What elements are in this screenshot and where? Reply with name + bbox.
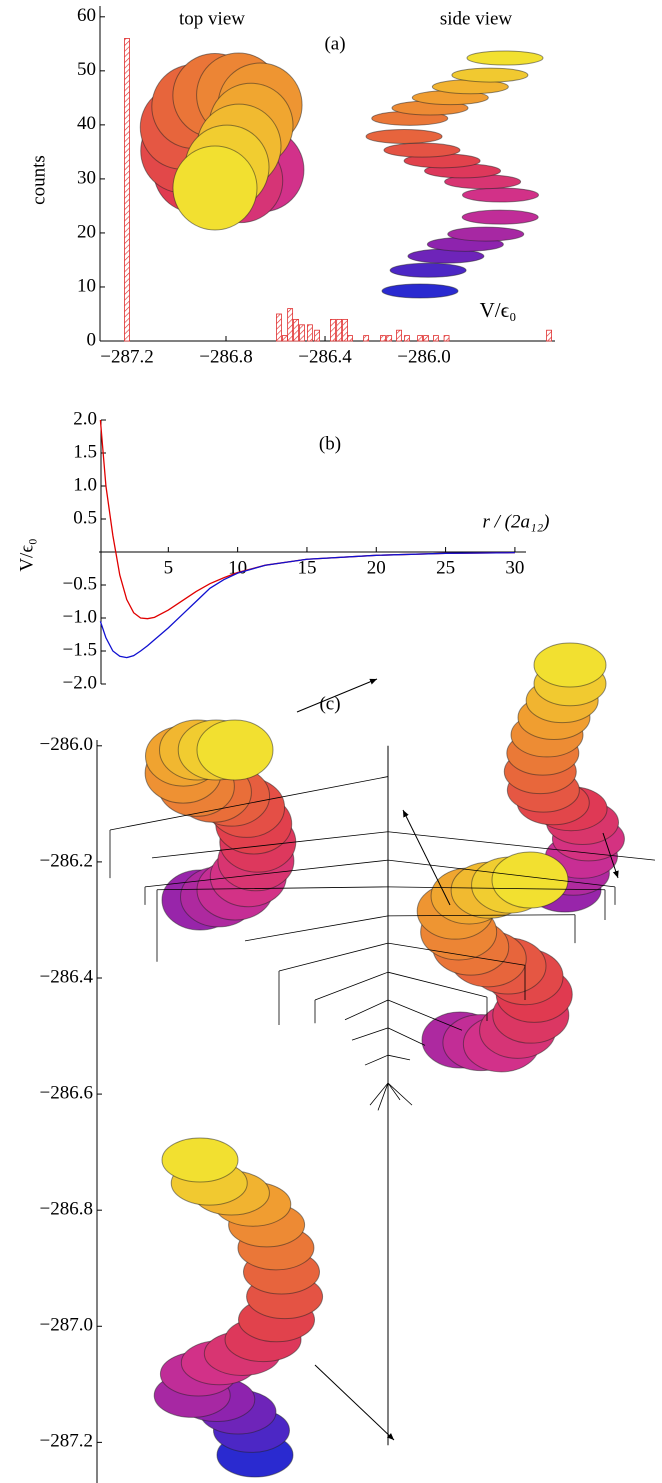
y-tick-label: −287.2	[40, 1431, 93, 1452]
branch	[245, 916, 388, 941]
y-tick-label: −0.5	[63, 573, 97, 594]
branch	[388, 1055, 410, 1060]
line	[100, 420, 515, 619]
y-tick-label: 60	[77, 5, 96, 26]
arrow	[403, 810, 450, 905]
disk	[467, 51, 543, 65]
disk	[382, 284, 458, 298]
x-axis-label: V/ϵ₀	[480, 298, 517, 322]
bar	[343, 319, 348, 341]
y-tick-label: 0.5	[73, 507, 97, 528]
x-tick-label: 25	[436, 557, 455, 578]
bar	[348, 336, 353, 341]
y-tick-label: −1.5	[63, 639, 97, 660]
bar	[330, 319, 335, 341]
annotation: side view	[440, 8, 513, 29]
y-tick-label: 30	[77, 167, 96, 188]
annotation: top view	[179, 8, 245, 29]
illustrations	[140, 51, 624, 1477]
panel-label: (a)	[324, 33, 345, 54]
disk	[390, 263, 466, 277]
bar	[315, 330, 320, 341]
arrow	[315, 1365, 394, 1440]
bar	[124, 38, 129, 341]
branch	[378, 1083, 388, 1110]
branch	[370, 1083, 388, 1105]
bar	[288, 309, 293, 341]
disk	[534, 643, 606, 687]
panel-label: (b)	[319, 433, 341, 454]
disk	[452, 68, 528, 82]
disk	[448, 227, 524, 241]
x-tick-label: 30	[505, 557, 524, 578]
y-tick-label: 2.0	[73, 408, 97, 429]
bar	[300, 325, 305, 341]
y-tick-label: −286.4	[40, 966, 94, 987]
y-axis-label: V/ϵ₀	[16, 538, 37, 571]
disk	[384, 143, 460, 157]
bar	[294, 319, 299, 341]
y-tick-label: 40	[77, 113, 96, 134]
y-tick-label: −286.6	[40, 1082, 93, 1103]
x-tick-label: 5	[164, 557, 174, 578]
bar	[444, 336, 449, 341]
branch	[365, 1055, 388, 1065]
bar	[307, 325, 312, 341]
bar	[433, 336, 438, 341]
bar	[404, 336, 409, 341]
bar	[276, 314, 281, 341]
bar	[547, 330, 552, 341]
y-tick-label: −1.0	[63, 606, 97, 627]
branch	[352, 1028, 388, 1040]
panel-label: (c)	[319, 693, 340, 714]
disk	[173, 146, 257, 230]
x-tick-label: 20	[367, 557, 386, 578]
bar	[418, 336, 423, 341]
x-axis-label: r / (2a₁₂)	[482, 511, 549, 532]
bar	[282, 336, 287, 341]
x-tick-label: −286.0	[397, 346, 450, 367]
disk	[162, 1138, 238, 1182]
y-tick-label: 10	[77, 275, 96, 296]
y-tick-label: 1.5	[73, 441, 97, 462]
x-tick-label: −286.4	[298, 346, 352, 367]
y-tick-label: −286.2	[40, 850, 93, 871]
x-tick-label: −286.8	[199, 346, 252, 367]
disk	[197, 720, 273, 780]
bar	[397, 330, 402, 341]
branch	[279, 943, 388, 971]
bar	[424, 336, 429, 341]
bar	[364, 336, 369, 341]
y-tick-label: −286.0	[40, 734, 93, 755]
y-tick-label: 0	[87, 329, 97, 350]
y-tick-label: −287.0	[40, 1315, 93, 1336]
figure: top view side view (a) counts V/ϵ₀ (b) V…	[0, 0, 662, 1483]
disk	[366, 129, 442, 143]
disk	[462, 210, 538, 224]
bar	[387, 336, 392, 341]
y-tick-label: 20	[77, 221, 96, 242]
y-axis-label: counts	[28, 155, 49, 205]
branch	[345, 1000, 388, 1020]
x-tick-label: −287.2	[100, 346, 153, 367]
y-tick-label: 1.0	[73, 474, 97, 495]
y-tick-label: −2.0	[63, 672, 97, 693]
bar	[337, 319, 342, 341]
branch	[315, 972, 388, 1000]
branch	[388, 1083, 400, 1100]
y-tick-label: −286.8	[40, 1199, 93, 1220]
bar	[380, 336, 385, 341]
branch	[388, 1083, 412, 1105]
y-tick-label: 50	[77, 59, 96, 80]
disk	[462, 188, 538, 202]
branch	[388, 1028, 425, 1045]
